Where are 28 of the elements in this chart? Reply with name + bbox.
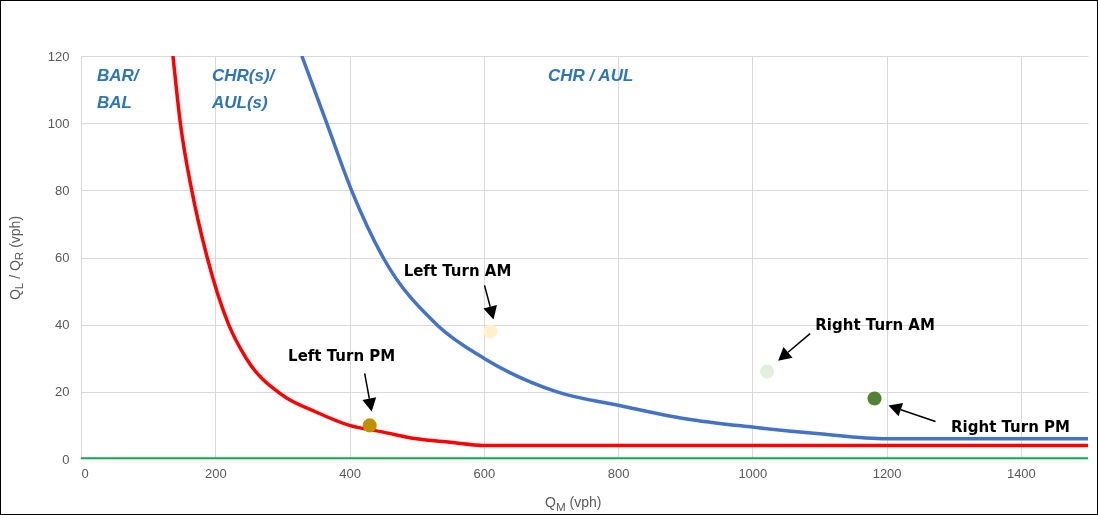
y-tick-label: 40 [55,317,70,333]
x-tick-label: 1200 [872,465,902,481]
x-axis-title: Q$_{M}$ (vph) [545,494,602,513]
point [483,324,498,339]
annotation: Right Turn AM [815,315,935,334]
annotation: BAR/ BAL [97,66,141,112]
point [362,418,377,433]
x-tick-label: 200 [204,465,227,481]
x-tick-label: 1000 [738,465,768,481]
y-tick-label: 80 [55,182,70,198]
x-tick-label: 1400 [1006,465,1036,481]
point [760,364,775,379]
annotation: Left Turn AM [403,262,512,281]
x-tick-label: 800 [607,465,630,481]
annotation: Right Turn PM [951,417,1071,436]
annotation: Left Turn PM [288,347,396,366]
line-series [171,56,1088,448]
y-tick-label: 20 [55,384,70,400]
y-tick-label: 120 [47,48,70,64]
x-tick-label: 400 [339,465,361,481]
x-tick-label: 0 [81,465,89,481]
y-tick-label: 60 [55,250,70,265]
annotation: CHR(s)/ AUL(s) [211,66,277,112]
point [867,391,882,406]
y-tick-label: 100 [47,115,70,131]
x-tick-label: 600 [473,465,496,481]
annotation: CHR / AUL [548,66,634,85]
y-tick-label: 0 [62,451,70,467]
